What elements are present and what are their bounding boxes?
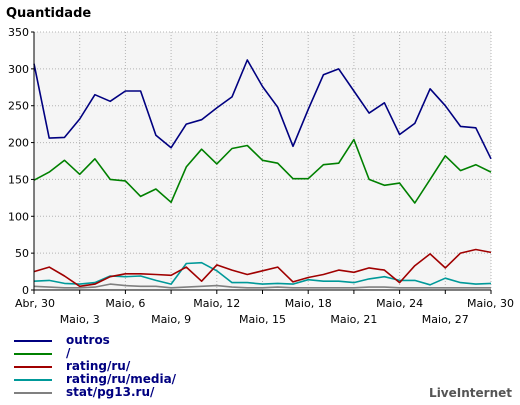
x-ticks: Abr, 30 Maio, 6 Maio, 12 Maio, 18 Maio, 24 Ma… bbox=[15, 290, 514, 326]
y-tick-label: 300 bbox=[8, 63, 29, 76]
y-tick-label: 150 bbox=[8, 173, 29, 186]
legend-swatch bbox=[14, 352, 52, 355]
legend-item: stat/pg13.ru/ bbox=[14, 386, 176, 399]
legend-label: rating/ru/media/ bbox=[66, 372, 177, 386]
x-tick-label: Maio, 9 bbox=[151, 313, 191, 326]
x-tick-label: Maio, 21 bbox=[330, 313, 377, 326]
x-tick-label: Maio, 27 bbox=[422, 313, 469, 326]
brand-label: LiveInternet bbox=[429, 386, 512, 400]
series-line- bbox=[33, 138, 492, 204]
y-tick-label: 250 bbox=[8, 100, 29, 113]
y-tick-label: 100 bbox=[8, 210, 29, 223]
x-tick-label: Maio, 3 bbox=[60, 313, 100, 326]
legend-swatch bbox=[14, 365, 52, 368]
line-chart: 0 50 100 150 200 250 300 350 Abr, 30 Maio, 6 Maio… bbox=[6, 6, 514, 326]
x-tick-label: Maio, 18 bbox=[285, 297, 332, 310]
series-line-rating-ru bbox=[33, 248, 492, 288]
legend-swatch bbox=[14, 339, 52, 342]
x-tick-label: Maio, 15 bbox=[239, 313, 286, 326]
series-line-outros bbox=[33, 59, 492, 160]
series-line-stat-pg13-ru bbox=[33, 283, 491, 289]
y-tick-label: 0 bbox=[22, 284, 29, 297]
series-group bbox=[33, 59, 492, 289]
y-tick-label: 50 bbox=[15, 247, 29, 260]
y-tick-label: 200 bbox=[8, 137, 29, 150]
legend-label: outros bbox=[66, 333, 110, 347]
y-ticks: 0 50 100 150 200 250 300 350 bbox=[8, 26, 34, 297]
legend-item: outros bbox=[14, 334, 176, 347]
y-tick-label: 350 bbox=[8, 26, 29, 39]
x-tick-label: Abr, 30 bbox=[15, 297, 55, 310]
legend-item: rating/ru/media/ bbox=[14, 373, 176, 386]
legend-item: rating/ru/ bbox=[14, 360, 176, 373]
x-tick-label: Maio, 30 bbox=[467, 297, 514, 310]
legend-label: / bbox=[66, 346, 71, 360]
x-tick-label: Maio, 12 bbox=[193, 297, 240, 310]
legend-swatch bbox=[14, 391, 52, 394]
legend-swatch bbox=[14, 378, 52, 381]
legend-label: rating/ru/ bbox=[66, 359, 131, 373]
legend: outros / rating/ru/rating/ru/media/stat/pg… bbox=[14, 334, 176, 399]
chart-title: Quantidade bbox=[6, 6, 91, 21]
x-tick-label: Maio, 24 bbox=[376, 297, 423, 310]
legend-item: / bbox=[14, 347, 176, 360]
x-tick-label: Maio, 6 bbox=[105, 297, 145, 310]
legend-label: stat/pg13.ru/ bbox=[66, 385, 155, 399]
